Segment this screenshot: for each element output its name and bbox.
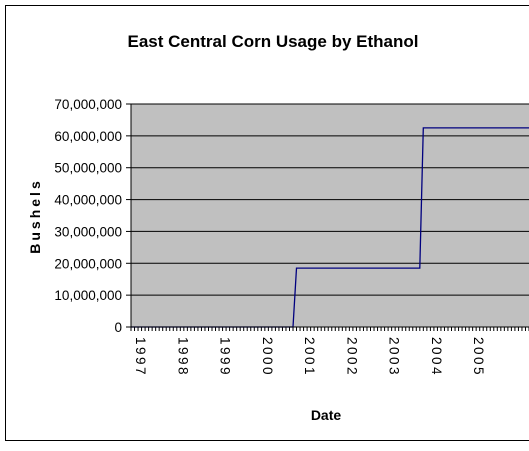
grid-lines: [131, 103, 529, 296]
x-tick-label: 2002: [344, 337, 359, 377]
x-tick-label: 1997: [133, 337, 148, 377]
x-tick-label: 2005: [471, 337, 486, 377]
y-tick-label: 30,000,000: [54, 224, 122, 239]
x-tick-label: 1998: [175, 337, 190, 377]
x-tick-label: 2000: [260, 337, 275, 377]
x-axis-title: Date: [311, 407, 342, 423]
y-tick-label: 40,000,000: [54, 193, 122, 208]
x-tick-label: 1999: [218, 337, 233, 377]
plot-area: [131, 104, 529, 327]
y-tick-label: 0: [114, 320, 122, 335]
y-axis-title: Bushels: [27, 178, 43, 253]
x-tick-label: 2001: [302, 337, 317, 377]
x-axis-ticks: 1997 1998 1999 2000 2001 2002 2003 2004 2005: [130, 327, 529, 377]
y-tick-label: 10,000,000: [54, 288, 122, 303]
x-tick-label: 2004: [429, 337, 444, 377]
chart-title: East Central Corn Usage by Ethanol: [128, 32, 419, 51]
x-tick-label: 2003: [387, 337, 402, 377]
y-tick-label: 20,000,000: [54, 256, 122, 271]
y-tick-label: 70,000,000: [54, 97, 122, 112]
y-axis-ticks: 0 10,000,000 20,000,000 30,000,000 40,000,00…: [54, 97, 131, 335]
y-tick-label: 50,000,000: [54, 161, 122, 176]
y-tick-label: 60,000,000: [54, 129, 122, 144]
